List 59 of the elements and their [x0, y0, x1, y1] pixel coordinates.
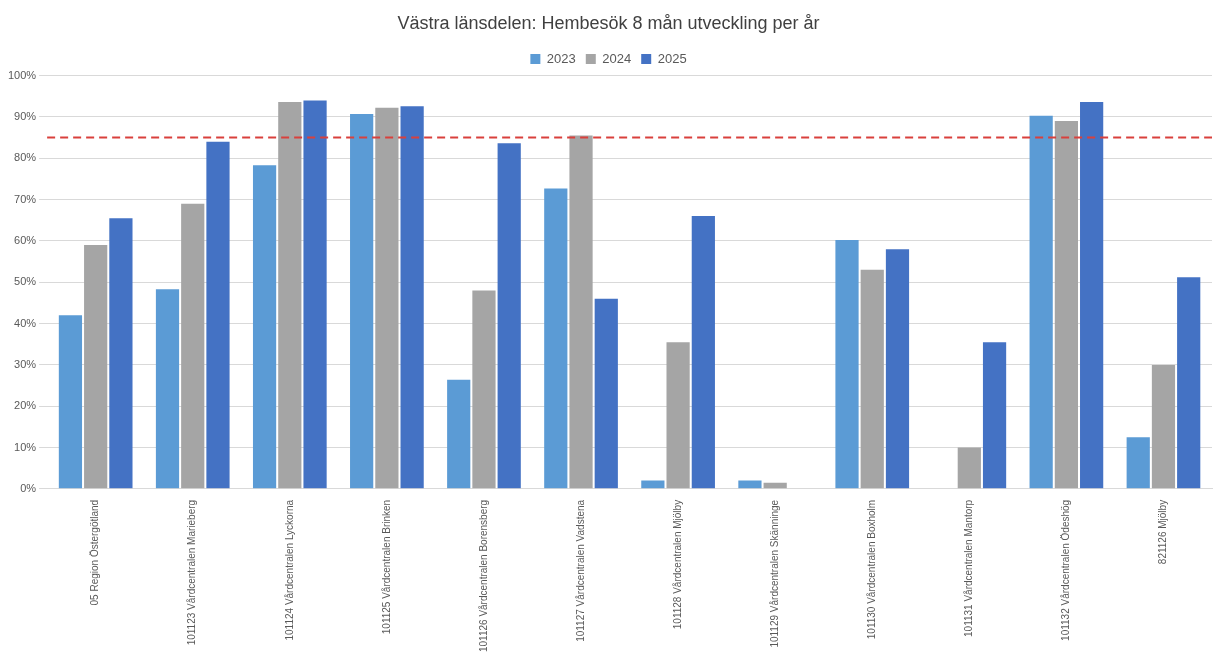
bar	[109, 218, 133, 489]
y-tick-label: 80%	[14, 151, 37, 164]
x-tick-label: 101127 Vårdcentralen Vadstena	[574, 499, 586, 642]
bar	[1054, 121, 1078, 489]
bar	[206, 141, 230, 489]
legend-label: 2025	[657, 50, 687, 66]
y-tick-label: 90%	[14, 109, 37, 122]
y-tick-label: 60%	[14, 233, 37, 246]
bar	[84, 245, 108, 489]
bar	[957, 447, 981, 489]
x-tick-label: 101123 Vårdcentralen Marieberg	[186, 499, 198, 646]
y-tick-label: 70%	[14, 192, 37, 205]
bar	[691, 216, 715, 489]
bar	[982, 342, 1007, 489]
bar	[1177, 277, 1201, 489]
bar	[1126, 437, 1150, 489]
y-tick-label: 20%	[14, 399, 37, 412]
y-tick-label: 40%	[14, 316, 37, 329]
bar	[860, 269, 884, 489]
bar	[1080, 102, 1104, 489]
x-tick-label: 101132 Vårdcentralen Ödeshög	[1060, 499, 1072, 641]
x-tick-label: 101125 Vårdcentralen Brinken	[380, 499, 392, 635]
y-tick-label: 0%	[20, 481, 37, 494]
legend-label: 2023	[546, 50, 576, 66]
bar	[497, 143, 521, 489]
x-tick-label: 101130 Vårdcentralen Boxholm	[866, 499, 877, 640]
bar	[1029, 115, 1053, 489]
bar	[544, 188, 568, 489]
x-tick-label: 101131 Vårdcentralen Mantorp	[963, 499, 975, 637]
bar	[252, 165, 277, 489]
x-tick-label: 821126 Mjölby	[1157, 499, 1169, 565]
x-tick-label: 05 Region Östergötland	[89, 499, 101, 606]
y-tick-label: 10%	[14, 440, 37, 453]
y-tick-label: 50%	[14, 275, 37, 288]
bar	[400, 106, 424, 489]
bar	[278, 102, 302, 489]
x-tick-label: 101124 Vårdcentralen Lyckorna	[283, 499, 295, 641]
bar	[569, 135, 593, 489]
bar	[181, 203, 205, 489]
bar	[594, 298, 618, 489]
legend-label: 2024	[602, 50, 632, 66]
x-tick-label: 101128 Vårdcentralen Mjölby	[671, 499, 683, 630]
y-tick-label: 30%	[14, 357, 37, 370]
x-tick-label: 101126 Vårdcentralen Borensberg	[477, 499, 489, 653]
bar	[447, 379, 471, 489]
bar	[1151, 364, 1176, 489]
x-tick-label: 101129 Vårdcentralen Skänninge	[768, 499, 780, 648]
bar	[375, 107, 399, 489]
bar	[885, 249, 910, 489]
bar	[738, 480, 762, 489]
bar	[835, 240, 859, 489]
y-tick-label: 100%	[7, 68, 37, 81]
bar	[350, 114, 374, 489]
bar	[303, 100, 327, 489]
bar	[666, 342, 690, 489]
chart-title: Västra länsdelen: Hembesök 8 mån utveckling per år	[397, 12, 820, 33]
bar	[155, 289, 180, 489]
bar	[58, 315, 83, 489]
bar	[472, 290, 496, 489]
